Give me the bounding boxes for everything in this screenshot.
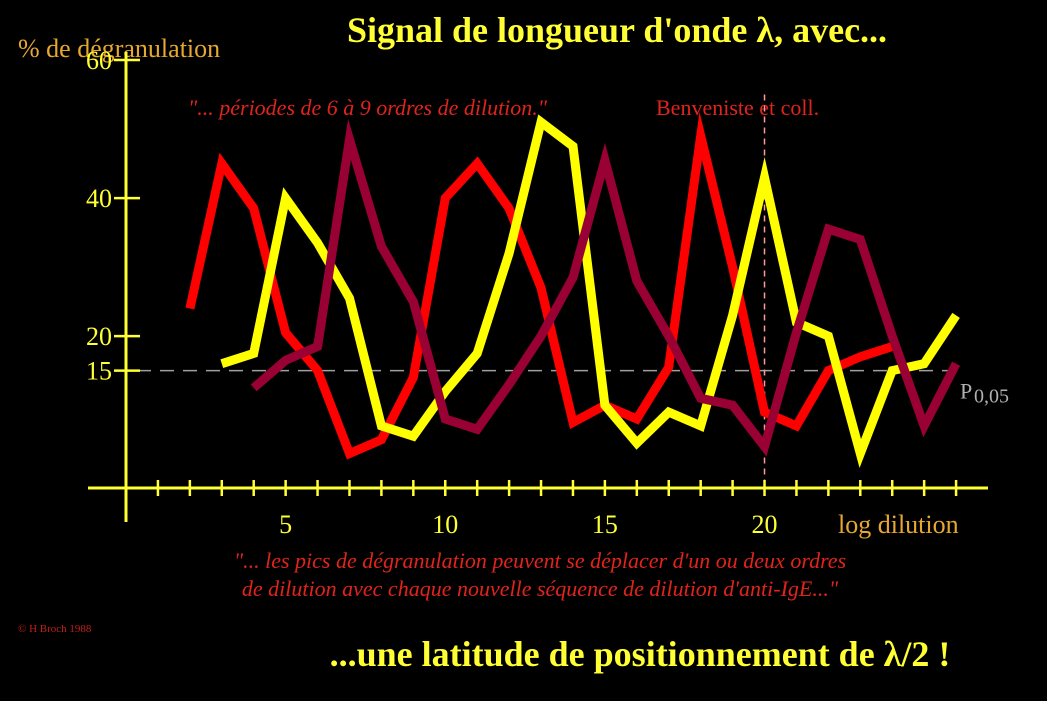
x-axis-label: log dilution xyxy=(838,510,959,539)
x-tick-label-20: 20 xyxy=(752,510,778,539)
threshold-layer: P 0,05 xyxy=(114,94,1009,488)
x-tick-label-5: 5 xyxy=(279,510,292,539)
bottom-quote-line-1: "... les pics de dégranulation peuvent s… xyxy=(234,548,846,573)
bottom-title: ...une latitude de positionnement de λ/2… xyxy=(330,634,951,674)
y-tick-label-60: 60 xyxy=(86,46,112,75)
y-tick-label-40: 40 xyxy=(86,184,112,213)
axes: 5 10 15 20 60 40 20 15 xyxy=(86,46,988,539)
series-line-2 xyxy=(220,114,960,468)
x-tick-label-15: 15 xyxy=(592,510,618,539)
y-tick-label-15: 15 xyxy=(86,357,112,386)
series-line-3 xyxy=(250,118,961,457)
threshold-subscript: 0,05 xyxy=(974,386,1009,408)
y-axis-label: % de dégranulation xyxy=(18,34,220,63)
chart-title: Signal de longueur d'onde λ, avec... xyxy=(347,10,887,50)
series-layer xyxy=(185,111,961,468)
attribution: Benveniste et coll. xyxy=(656,95,819,120)
top-quote: "... périodes de 6 à 9 ordres de dilutio… xyxy=(188,95,548,120)
threshold-label: P xyxy=(960,379,972,404)
bottom-quote-line-2: de dilution avec chaque nouvelle séquenc… xyxy=(242,576,839,601)
x-tick-label-10: 10 xyxy=(432,510,458,539)
copyright: © H Broch 1988 xyxy=(18,623,92,635)
y-tick-label-20: 20 xyxy=(86,322,112,351)
